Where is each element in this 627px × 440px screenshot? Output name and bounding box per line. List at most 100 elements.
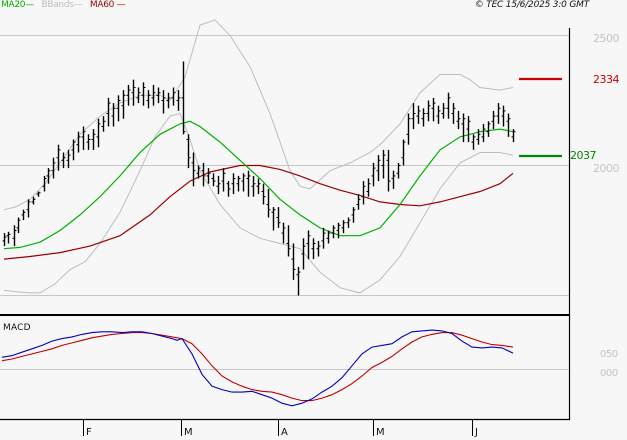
ohlc-bar xyxy=(426,100,431,122)
ohlc-bar xyxy=(66,149,71,169)
ohlc-bar xyxy=(216,175,221,195)
ohlc-bar xyxy=(266,188,271,218)
y-tick-2000: 2000 xyxy=(593,162,620,175)
ohlc-bar xyxy=(381,149,386,179)
legend-ma20: MA20— xyxy=(1,0,34,10)
legend-bbands: BBands— xyxy=(41,0,83,10)
ohlc-bar xyxy=(211,173,216,187)
price-levels xyxy=(519,77,562,158)
ohlc-bar xyxy=(366,178,371,197)
ohlc-bar xyxy=(181,61,186,135)
resistance-label: 2334 xyxy=(593,73,620,86)
ohlc-bar xyxy=(376,155,381,182)
ohlc-bar xyxy=(391,170,396,189)
ohlc-bar xyxy=(71,139,76,161)
ohlc-bar xyxy=(191,152,196,187)
ohlc-bar xyxy=(206,168,211,184)
month-label: F xyxy=(86,427,92,438)
ohlc-bar xyxy=(296,266,301,296)
macd-tick-050: 050 xyxy=(600,349,618,360)
ohlc-bar xyxy=(166,92,171,109)
ohlc-bar xyxy=(396,162,401,179)
ohlc-bar xyxy=(491,110,496,130)
ohlc-bar xyxy=(101,116,106,132)
ohlc-bar xyxy=(471,134,476,150)
ohlc-bar xyxy=(31,196,36,205)
ohlc-bar xyxy=(16,217,21,234)
ohlc-bar xyxy=(496,103,501,124)
ohlc-bar xyxy=(21,209,26,221)
ohlc-bar xyxy=(351,207,356,223)
ohlc-bar xyxy=(506,113,511,137)
ohlc-bar xyxy=(481,123,486,143)
ohlc-bar xyxy=(361,181,366,205)
x-axis-ticks xyxy=(83,420,473,436)
ohlc-bar xyxy=(236,175,241,192)
ohlc-bar xyxy=(271,207,276,231)
ohlc-bar xyxy=(111,103,116,127)
ohlc-bar xyxy=(401,139,406,166)
ohlc-bar xyxy=(456,110,461,130)
ohlc-bar xyxy=(276,207,281,228)
ohlc-bar xyxy=(406,113,411,145)
ohlc-bar xyxy=(346,217,351,228)
ohlc-bar xyxy=(26,199,31,218)
ohlc-bar xyxy=(231,173,236,195)
ohlc-bar xyxy=(371,162,376,187)
ohlc-bar xyxy=(421,108,426,127)
ma60-polyline xyxy=(3,164,514,260)
ohlc-bar xyxy=(486,121,491,137)
bollinger-bands xyxy=(3,19,514,294)
ohlc-bar xyxy=(131,79,136,106)
ohlc-bar xyxy=(51,157,56,179)
ohlc-bar xyxy=(326,230,331,244)
legend-bbands-label: BBands xyxy=(41,0,74,10)
ohlc-bar xyxy=(446,92,451,119)
ohlc-bar xyxy=(301,238,306,270)
ohlc-bar xyxy=(91,129,96,150)
ohlc-bar xyxy=(461,113,466,143)
ohlc-bar xyxy=(261,183,266,205)
macd-tick-000: 000 xyxy=(600,368,618,379)
ohlc-bar xyxy=(466,116,471,143)
ohlc-bar xyxy=(316,240,321,257)
ohlc-bar xyxy=(221,168,226,192)
macd-line xyxy=(1,329,514,407)
legend-ma60: MA60 — xyxy=(89,0,126,10)
ohlc-bar xyxy=(441,103,446,119)
ohlc-bar xyxy=(286,225,291,257)
ohlc-bar xyxy=(431,97,436,122)
ohlc-bar xyxy=(161,90,166,114)
ohlc-bar xyxy=(76,131,81,153)
ohlc-bar xyxy=(46,168,51,184)
ohlc-bar xyxy=(81,126,86,150)
ma20-line xyxy=(3,120,514,250)
month-label: A xyxy=(281,427,288,438)
ohlc-bar xyxy=(106,97,111,127)
ohlc-bar xyxy=(501,105,506,127)
month-label: J xyxy=(475,427,478,438)
ohlc-bar xyxy=(336,222,341,239)
ohlc-bar xyxy=(511,129,516,143)
month-label: M xyxy=(376,427,385,438)
macd-lines xyxy=(1,329,514,407)
copyright-text: © TEC 15/6/2025 3:0 GMT xyxy=(474,0,589,10)
legend-ma20-label: MA20 xyxy=(1,0,26,10)
ohlc-bar xyxy=(2,233,7,247)
ohlc-bar xyxy=(281,222,286,244)
bband-lower-line xyxy=(3,112,514,294)
ma60-line xyxy=(3,164,514,260)
ohlc-bar xyxy=(196,165,201,179)
ohlc-bar xyxy=(226,181,231,197)
ohlc-bars xyxy=(2,61,516,296)
ohlc-bar xyxy=(356,194,361,210)
ohlc-bar xyxy=(331,225,336,239)
ohlc-bar xyxy=(42,175,47,192)
price-grid xyxy=(0,35,570,296)
ohlc-bar xyxy=(126,84,131,106)
ohlc-bar xyxy=(12,225,17,247)
ohlc-bar xyxy=(451,103,456,124)
ohlc-bar xyxy=(36,191,41,197)
ohlc-bar xyxy=(201,162,206,187)
